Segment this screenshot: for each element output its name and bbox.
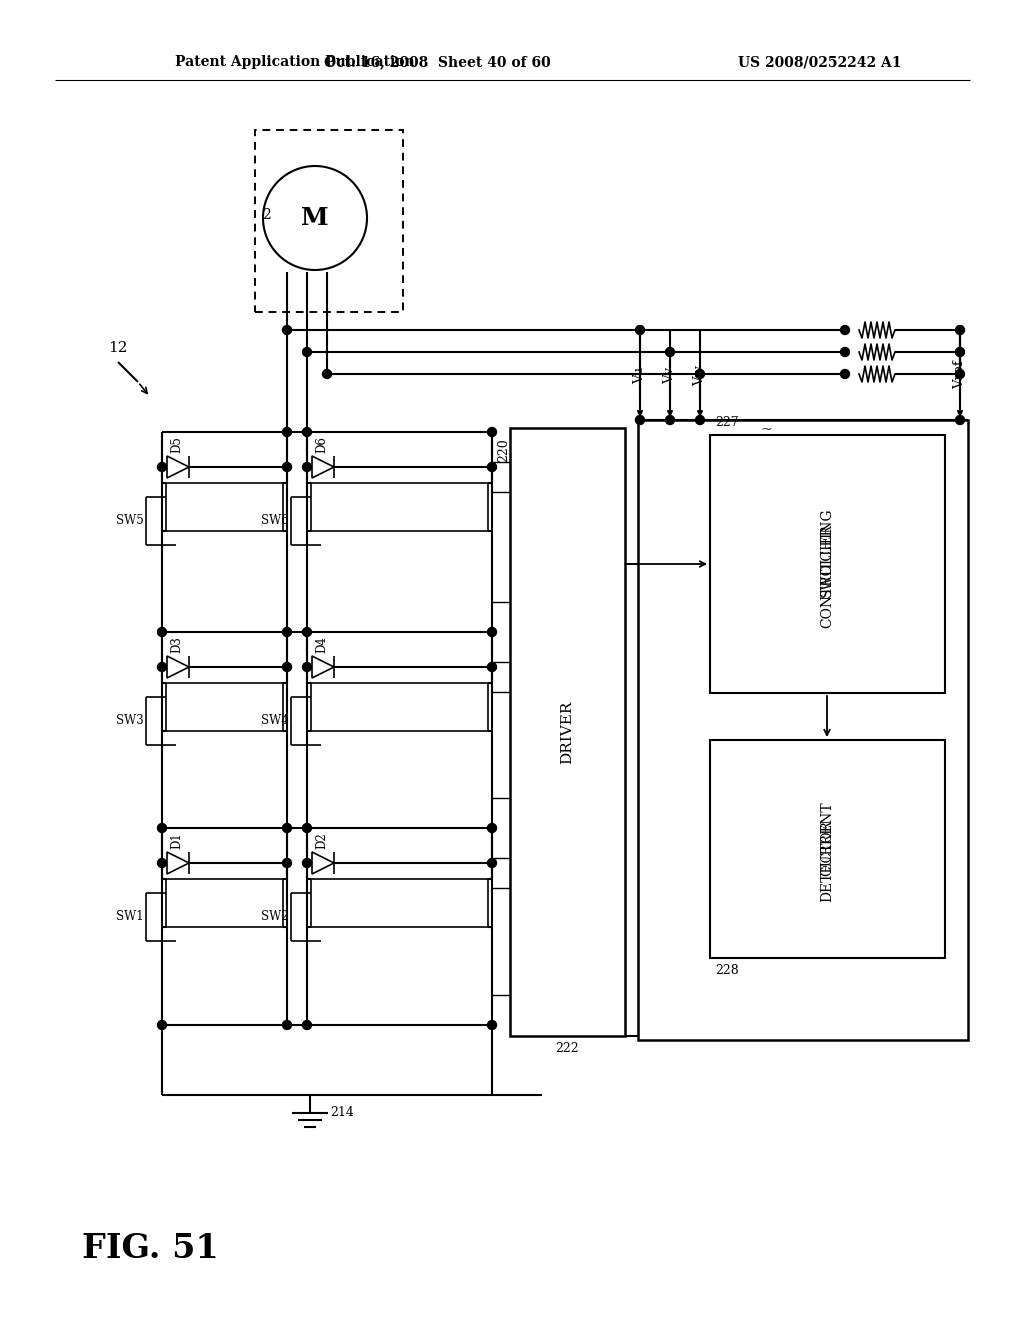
Text: D3: D3 [170, 636, 183, 653]
Text: FIG. 51: FIG. 51 [82, 1232, 219, 1265]
Circle shape [158, 1020, 167, 1030]
Circle shape [955, 370, 965, 379]
Bar [710, 436, 945, 693]
Circle shape [487, 858, 497, 867]
Circle shape [158, 824, 167, 833]
Text: Vref: Vref [953, 360, 967, 389]
Bar [166, 682, 283, 731]
Circle shape [487, 824, 497, 833]
Text: 2: 2 [261, 209, 270, 222]
Circle shape [302, 627, 311, 636]
Circle shape [841, 347, 850, 356]
Circle shape [487, 627, 497, 636]
Circle shape [487, 462, 497, 471]
Bar [255, 129, 403, 312]
Polygon shape [167, 455, 189, 478]
Polygon shape [167, 851, 189, 874]
Text: SW1: SW1 [117, 911, 144, 924]
Circle shape [283, 824, 292, 833]
Text: SW4: SW4 [261, 714, 289, 727]
Text: 228: 228 [715, 964, 738, 977]
Circle shape [283, 627, 292, 636]
Circle shape [636, 416, 644, 425]
Text: 12: 12 [108, 341, 128, 355]
Circle shape [666, 416, 675, 425]
Circle shape [955, 326, 965, 334]
Text: SW6: SW6 [261, 515, 289, 528]
Text: DETECTOR: DETECTOR [820, 820, 834, 902]
Text: M: M [301, 206, 329, 230]
Circle shape [487, 1020, 497, 1030]
Text: ~: ~ [760, 422, 772, 437]
Polygon shape [312, 656, 334, 678]
Bar [311, 682, 488, 731]
Polygon shape [312, 455, 334, 478]
Bar [166, 879, 283, 927]
Text: Patent Application Publication: Patent Application Publication [175, 55, 415, 69]
Circle shape [158, 663, 167, 672]
Circle shape [695, 416, 705, 425]
Circle shape [841, 326, 850, 334]
Bar [510, 428, 625, 1036]
Text: 214: 214 [330, 1106, 354, 1119]
Text: D6: D6 [315, 437, 328, 454]
Circle shape [487, 428, 497, 437]
Circle shape [302, 462, 311, 471]
Circle shape [283, 462, 292, 471]
Text: SWITCHING: SWITCHING [820, 507, 834, 597]
Circle shape [283, 1020, 292, 1030]
Text: SW5: SW5 [117, 515, 144, 528]
Text: SW2: SW2 [261, 911, 289, 924]
Bar [638, 420, 968, 1040]
Circle shape [302, 347, 311, 356]
Circle shape [666, 347, 675, 356]
Circle shape [955, 416, 965, 425]
Circle shape [695, 370, 705, 379]
Circle shape [158, 462, 167, 471]
Polygon shape [312, 851, 334, 874]
Circle shape [263, 166, 367, 271]
Circle shape [158, 627, 167, 636]
Bar [710, 741, 945, 958]
Text: SW3: SW3 [117, 714, 144, 727]
Circle shape [283, 663, 292, 672]
Circle shape [487, 663, 497, 672]
Text: Oct. 16, 2008  Sheet 40 of 60: Oct. 16, 2008 Sheet 40 of 60 [324, 55, 550, 69]
Circle shape [158, 858, 167, 867]
Text: 220: 220 [497, 438, 510, 462]
Circle shape [302, 1020, 311, 1030]
Text: 227: 227 [715, 417, 738, 429]
Polygon shape [167, 656, 189, 678]
Circle shape [302, 824, 311, 833]
Circle shape [955, 347, 965, 356]
Text: D1: D1 [170, 833, 183, 849]
Circle shape [302, 663, 311, 672]
Text: D4: D4 [315, 636, 328, 653]
Text: CURRENT: CURRENT [820, 801, 834, 876]
Bar [166, 483, 283, 531]
Bar [311, 483, 488, 531]
Text: Vv: Vv [664, 367, 677, 384]
Bar [311, 879, 488, 927]
Text: Vu: Vu [634, 367, 646, 384]
Circle shape [283, 858, 292, 867]
Text: DRIVER: DRIVER [560, 701, 574, 764]
Circle shape [283, 326, 292, 334]
Text: CONTROLLER: CONTROLLER [820, 524, 834, 628]
Circle shape [283, 428, 292, 437]
Text: US 2008/0252242 A1: US 2008/0252242 A1 [738, 55, 902, 69]
Text: Vw: Vw [693, 364, 707, 385]
Circle shape [841, 370, 850, 379]
Text: 222: 222 [555, 1041, 579, 1055]
Circle shape [636, 326, 644, 334]
Text: D2: D2 [315, 833, 328, 849]
Circle shape [323, 370, 332, 379]
Circle shape [302, 858, 311, 867]
Text: D5: D5 [170, 437, 183, 454]
Circle shape [302, 428, 311, 437]
